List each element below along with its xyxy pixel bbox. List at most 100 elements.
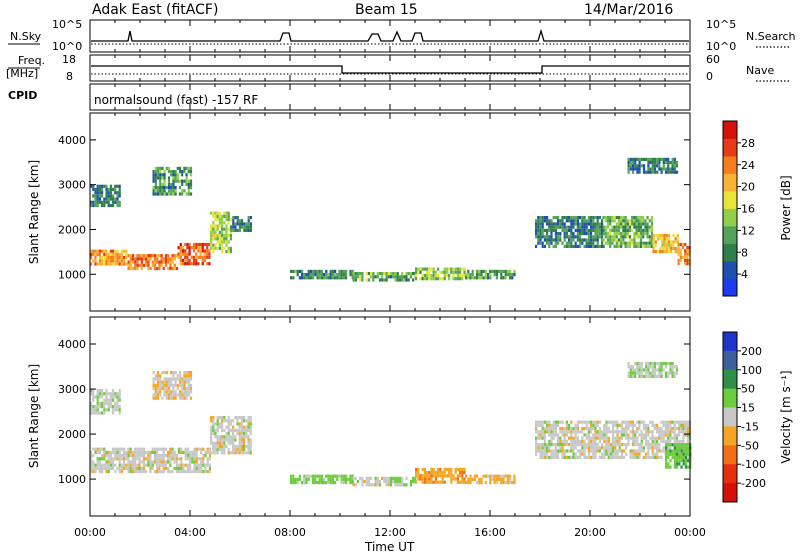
- velocity-cell: [94, 447, 97, 451]
- power-cell: [661, 243, 664, 247]
- velocity-cell: [594, 449, 597, 453]
- velocity-cell: [171, 457, 174, 461]
- velocity-cell: [678, 446, 681, 450]
- velocity-cell: [249, 419, 252, 423]
- velocity-cell: [160, 454, 163, 458]
- velocity-cell: [154, 387, 157, 391]
- velocity-cell: [581, 430, 584, 434]
- velocity-cell: [200, 463, 203, 467]
- velocity-cell: [212, 444, 215, 448]
- velocity-cell: [565, 433, 568, 437]
- velocity-cell: [156, 390, 160, 394]
- velocity-cell: [232, 425, 235, 429]
- velocity-cell: [594, 446, 597, 450]
- velocity-cell: [495, 477, 498, 481]
- velocity-cell: [138, 466, 141, 470]
- power-cell: [161, 186, 164, 190]
- power-cell: [229, 218, 232, 222]
- velocity-cell: [225, 438, 228, 442]
- power-cell: [456, 277, 459, 281]
- power-cell: [546, 235, 549, 239]
- power-cell: [653, 157, 657, 161]
- power-cell: [590, 232, 593, 236]
- velocity-cell: [232, 444, 235, 448]
- power-ytick-label: 1000: [58, 268, 86, 281]
- power-cell: [199, 255, 202, 259]
- velocity-cell: [96, 389, 99, 393]
- velocity-cell: [471, 477, 474, 481]
- power-cell: [249, 216, 252, 220]
- power-cell: [154, 173, 157, 177]
- velocity-cell: [664, 374, 668, 378]
- velocity-cell: [653, 365, 657, 369]
- power-cell: [437, 267, 440, 271]
- velocity-cell: [548, 439, 551, 443]
- velocity-cell: [232, 451, 235, 455]
- velocity-cell: [678, 449, 681, 453]
- velocity-cell: [162, 454, 165, 458]
- velocity-cell: [370, 476, 373, 480]
- power-cell: [583, 225, 586, 229]
- power-cell: [356, 272, 360, 276]
- velocity-cell: [180, 463, 183, 467]
- power-cell: [216, 214, 219, 218]
- velocity-cell: [662, 436, 665, 440]
- velocity-cell: [574, 452, 577, 456]
- velocity-cell: [247, 438, 250, 442]
- velocity-cell: [405, 476, 408, 480]
- velocity-cell: [550, 452, 553, 456]
- velocity-cell: [204, 470, 207, 474]
- power-cell: [587, 228, 590, 232]
- velocity-cell: [676, 462, 679, 466]
- velocity-cell: [90, 457, 93, 461]
- power-cell: [650, 244, 654, 248]
- power-cell: [650, 232, 654, 236]
- power-ylabel: Slant Range [km]: [27, 160, 41, 264]
- velocity-cell: [134, 470, 137, 474]
- power-cell: [592, 228, 595, 232]
- power-cell: [561, 225, 564, 229]
- velocity-cell: [98, 457, 101, 461]
- velocity-cell: [539, 446, 542, 450]
- power-cell: [396, 275, 399, 279]
- power-cell: [613, 238, 616, 242]
- velocity-cell: [493, 481, 496, 485]
- velocity-region: [152, 371, 193, 400]
- power-cell: [609, 238, 612, 242]
- power-colorbar-cell: [723, 208, 737, 227]
- velocity-cell: [489, 477, 492, 481]
- power-cell: [587, 241, 590, 245]
- velocity-cell: [96, 398, 99, 402]
- power-cell: [437, 277, 440, 281]
- velocity-cell: [647, 443, 650, 447]
- power-cell: [158, 260, 161, 264]
- power-cell: [187, 179, 190, 183]
- power-region: [390, 272, 417, 282]
- power-cell: [636, 164, 639, 168]
- power-cell: [615, 228, 618, 232]
- power-cell: [378, 272, 382, 276]
- velocity-cell: [656, 455, 659, 459]
- velocity-cell: [535, 423, 538, 427]
- velocity-cell: [662, 433, 665, 437]
- power-cell: [327, 276, 330, 280]
- velocity-cell: [587, 452, 590, 456]
- power-cell: [574, 235, 577, 239]
- power-cell: [426, 273, 429, 278]
- velocity-cell: [645, 362, 648, 366]
- velocity-cell: [570, 449, 573, 453]
- power-cell: [596, 225, 599, 229]
- power-cell: [232, 219, 235, 223]
- velocity-cell: [684, 427, 687, 431]
- power-cell: [609, 219, 612, 223]
- velocity-cell: [238, 416, 241, 420]
- power-cell: [537, 228, 540, 232]
- power-cell: [210, 230, 213, 234]
- power-cell: [509, 273, 512, 277]
- power-cell: [559, 232, 562, 236]
- velocity-cell: [193, 447, 196, 451]
- power-cell: [214, 246, 217, 250]
- velocity-cell: [561, 420, 564, 424]
- power-cell: [156, 189, 160, 193]
